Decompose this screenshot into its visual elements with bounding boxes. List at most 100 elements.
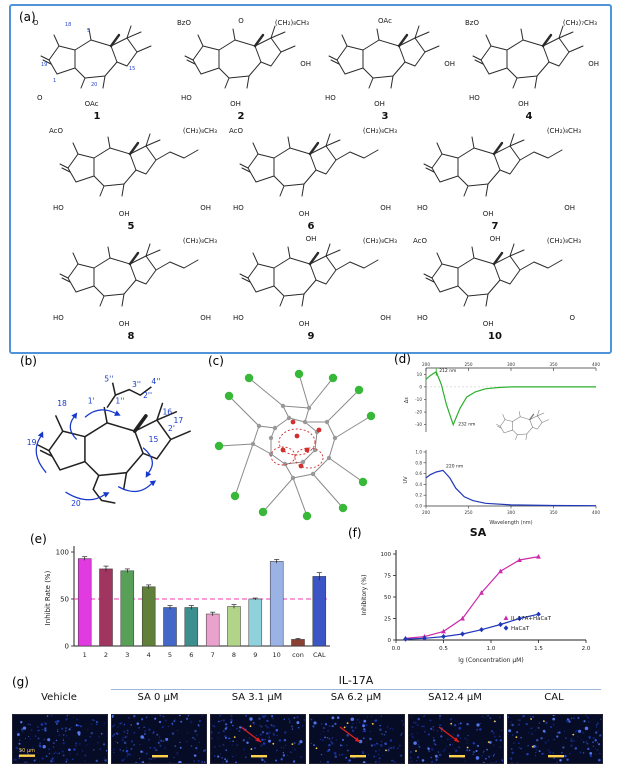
compound-2: BzO O (CH₂)₈CH₃ OH HO OH 2	[173, 17, 311, 123]
compound-number: 5	[127, 221, 135, 232]
chart-text: -20	[415, 410, 422, 415]
atoms	[214, 369, 376, 521]
skeleton-bonds	[59, 133, 199, 197]
structure-skeleton	[239, 133, 379, 197]
chart-text: 1.0	[487, 646, 496, 652]
panel-b-noe-structure: (b) 4'' 3'' 5'' 2'' 1'' 1' 2' 18 16 17 15 19 20	[18, 354, 208, 528]
substituent-label: OH	[200, 204, 211, 212]
atom-label: 15	[149, 435, 159, 444]
skeleton-bonds	[37, 402, 191, 491]
skeleton-bonds	[40, 25, 152, 89]
atom-number: 18	[65, 22, 71, 28]
scale-bar	[449, 755, 465, 758]
bar-2	[99, 568, 113, 647]
substituent-label: OAc	[378, 17, 392, 25]
panel-b-label: (b)	[20, 354, 37, 368]
bonds	[218, 373, 372, 517]
substituent-label: OH	[305, 235, 317, 243]
chart-text: 400	[592, 510, 600, 515]
nuclei-dots	[211, 715, 305, 763]
structure-skeleton	[328, 25, 440, 89]
skeleton-bonds	[423, 133, 563, 197]
structure-skeleton	[423, 243, 563, 307]
substituent-label: OH	[374, 100, 385, 108]
red-arrow	[339, 726, 361, 743]
uv-spectrum: 200 250 300 350 400 0.0 0.2 0.4 0.6 0.8 1.0 220 nm U…	[403, 450, 600, 527]
scale-bar	[19, 754, 35, 757]
substituent-label: OH	[444, 59, 455, 68]
compound-number: 7	[491, 221, 499, 232]
substituent-label: OH	[482, 210, 494, 218]
substituent-label: (CH₂)₈CH₃	[362, 237, 397, 245]
substituent-label: OH	[298, 320, 310, 328]
compound-7: (CH₂)₈CH₃ HO OH OH 7	[409, 128, 581, 233]
skeleton-bonds	[328, 25, 440, 89]
substituent-label: AcO	[49, 127, 64, 135]
nuclei-dots	[112, 715, 206, 763]
substituent-label: OH	[482, 320, 494, 328]
compound-number: 10	[488, 331, 502, 342]
substituent-label: (CH₂)₈CH₃	[362, 127, 397, 135]
chart-text: 7	[211, 651, 215, 659]
compound-3: OAc OH HO OH 3	[317, 17, 455, 123]
ecd-spectrum: 200 250 300 350 400 10 0 -10 -20 -30 212 nm 232 nm Δ…	[404, 362, 600, 432]
compound-number: 6	[307, 221, 315, 232]
bar-10	[269, 561, 284, 647]
skeleton-bonds	[184, 25, 296, 89]
noe-arrow	[142, 447, 153, 474]
inset-molecule	[496, 409, 550, 440]
atom-label: 18	[57, 399, 67, 408]
substituent-label: HO	[181, 94, 192, 102]
red-arrow	[240, 726, 262, 743]
scale-text: 50 μm	[19, 748, 35, 754]
chart-text: 10	[417, 372, 423, 377]
substituent-label: OH	[300, 59, 311, 68]
structure-skeleton	[184, 25, 296, 89]
substituent-label: OH	[230, 100, 241, 108]
substituent-label: HO	[53, 314, 64, 322]
substituent-label: BzO	[177, 19, 191, 27]
panel-a-label: (a)	[19, 10, 36, 24]
substituent-label: O	[238, 17, 244, 25]
atom-number: 5	[87, 28, 90, 34]
bar-6	[184, 607, 199, 647]
inhibit-rate-chart: 0 50 100 1 2 3 4 5 6 7 8 9 10 con CAL Inhibit Rate (%)	[44, 546, 330, 659]
substituent-label: O	[37, 94, 43, 102]
compound-number: 9	[307, 331, 315, 342]
bar-9	[248, 598, 263, 647]
ecd-curve	[425, 370, 596, 427]
compound-10: AcO OH (CH₂)₈CH₃ HO OH O 10	[409, 236, 581, 343]
compound-number: 2	[237, 111, 245, 122]
atom-label: 2''	[143, 391, 152, 400]
panel-g-micrographs: (g) IL-17A Vehicle 50 μm SA 0 μM SA 3.1 μM S…	[8, 674, 612, 765]
chart-text: 0.2	[415, 493, 422, 498]
noe-arrow	[117, 483, 152, 493]
panel-e-label: (e)	[30, 532, 47, 546]
chart-text: 0.0	[415, 504, 422, 509]
substituent-label: HO	[469, 94, 480, 102]
skeleton-bonds	[239, 243, 379, 307]
atom-number: 1	[53, 78, 56, 84]
chart-text: 300	[507, 362, 515, 367]
chart-text: 2	[104, 651, 108, 659]
chart-text: con	[292, 651, 304, 659]
structure-skeleton	[239, 243, 379, 307]
atom-label: 1'	[88, 396, 95, 405]
compound-4: BzO (CH₂)₇CH₃ OH HO OH 4	[461, 20, 599, 123]
atom-label: 3''	[132, 380, 141, 389]
scale-bar	[152, 755, 168, 758]
chart-text: 5	[168, 651, 172, 659]
nuclei-dots	[409, 715, 503, 763]
atom-number: 19	[41, 62, 47, 68]
hbond-circle	[278, 428, 316, 456]
bar-1	[77, 558, 92, 647]
structure-skeleton	[59, 133, 199, 197]
substituent-label: (CH₂)₈CH₃	[274, 19, 309, 27]
chart-text: UV	[403, 476, 409, 484]
scale-bar	[350, 755, 366, 758]
dose-response-title: SA	[469, 526, 487, 539]
skeleton-bonds	[423, 243, 563, 307]
micrograph-label: SA 0 μM	[137, 692, 179, 703]
chart-text: 0.8	[415, 460, 422, 465]
